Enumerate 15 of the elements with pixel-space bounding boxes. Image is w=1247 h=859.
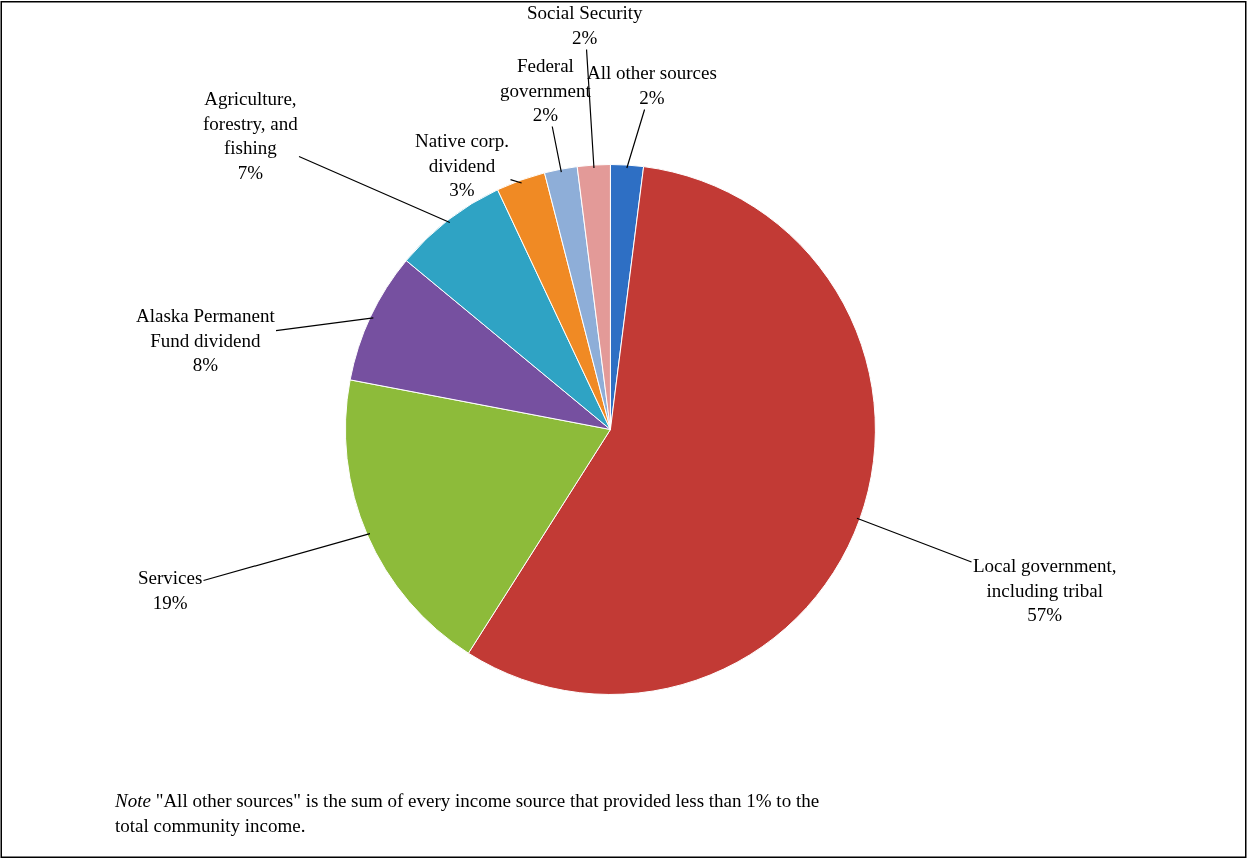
data-label: 3% bbox=[449, 179, 475, 201]
slice-label: Services bbox=[138, 567, 203, 588]
slice-label: Local government, including tribal bbox=[973, 555, 1117, 601]
text: Note "All other sources" is the sum of every income source that provided less than 1% to the total community income. bbox=[114, 790, 820, 836]
data-label: 7% bbox=[237, 162, 264, 184]
data-label: 2% bbox=[639, 86, 665, 108]
slice-label: Agriculture, forestry, and fishing bbox=[203, 88, 299, 159]
data-label: 2% bbox=[572, 26, 598, 48]
slice-label: Social Security bbox=[527, 2, 644, 23]
data-label: 19% bbox=[152, 591, 188, 613]
data-label: 2% bbox=[532, 104, 559, 126]
data-label: 57% bbox=[1027, 604, 1063, 626]
slice-label: Alaska Permanent Fund dividend bbox=[136, 305, 276, 351]
slice-label: Native corp. dividend bbox=[415, 130, 509, 176]
data-label: 8% bbox=[192, 354, 219, 376]
